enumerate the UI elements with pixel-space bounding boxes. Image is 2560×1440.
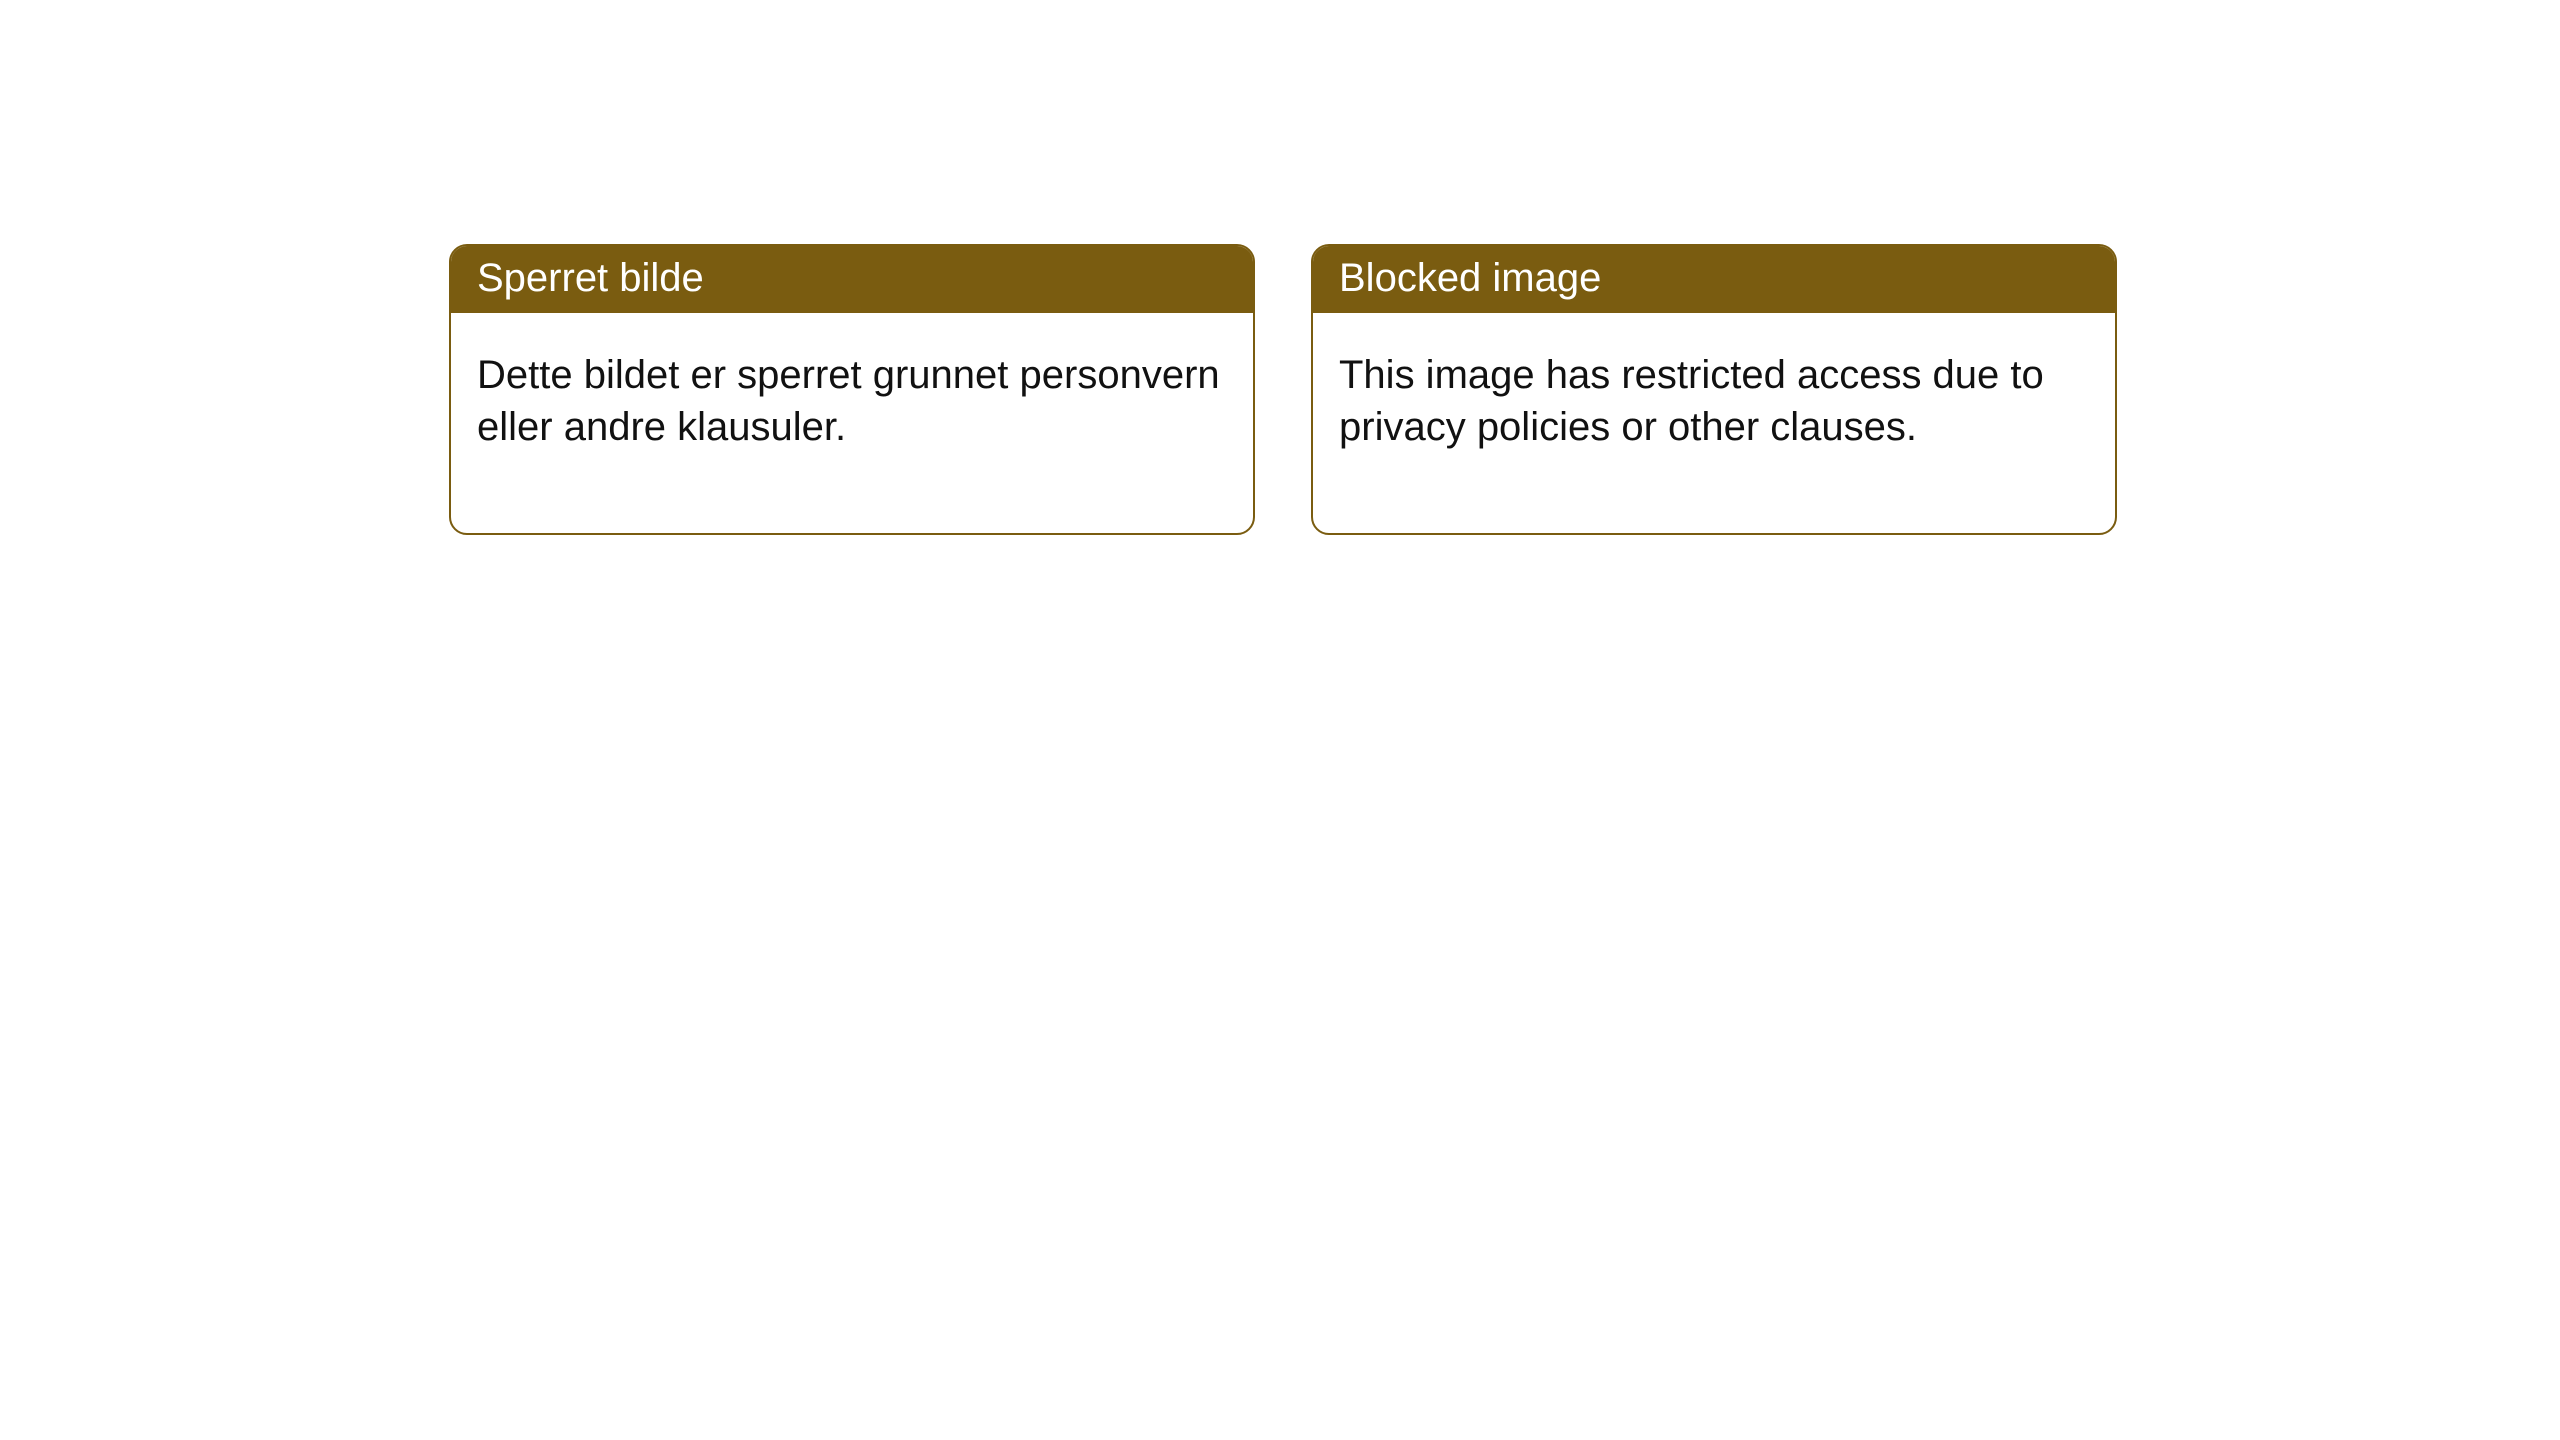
card-body: Dette bildet er sperret grunnet personve… bbox=[451, 313, 1253, 533]
card-title: Blocked image bbox=[1339, 256, 1601, 300]
card-body: This image has restricted access due to … bbox=[1313, 313, 2115, 533]
card-title: Sperret bilde bbox=[477, 256, 704, 300]
card-body-text: This image has restricted access due to … bbox=[1339, 353, 2044, 449]
card-header: Sperret bilde bbox=[451, 246, 1253, 313]
blocked-image-card-en: Blocked image This image has restricted … bbox=[1311, 244, 2117, 535]
card-body-text: Dette bildet er sperret grunnet personve… bbox=[477, 353, 1220, 449]
card-header: Blocked image bbox=[1313, 246, 2115, 313]
notice-container: Sperret bilde Dette bildet er sperret gr… bbox=[449, 244, 2117, 535]
blocked-image-card-no: Sperret bilde Dette bildet er sperret gr… bbox=[449, 244, 1255, 535]
